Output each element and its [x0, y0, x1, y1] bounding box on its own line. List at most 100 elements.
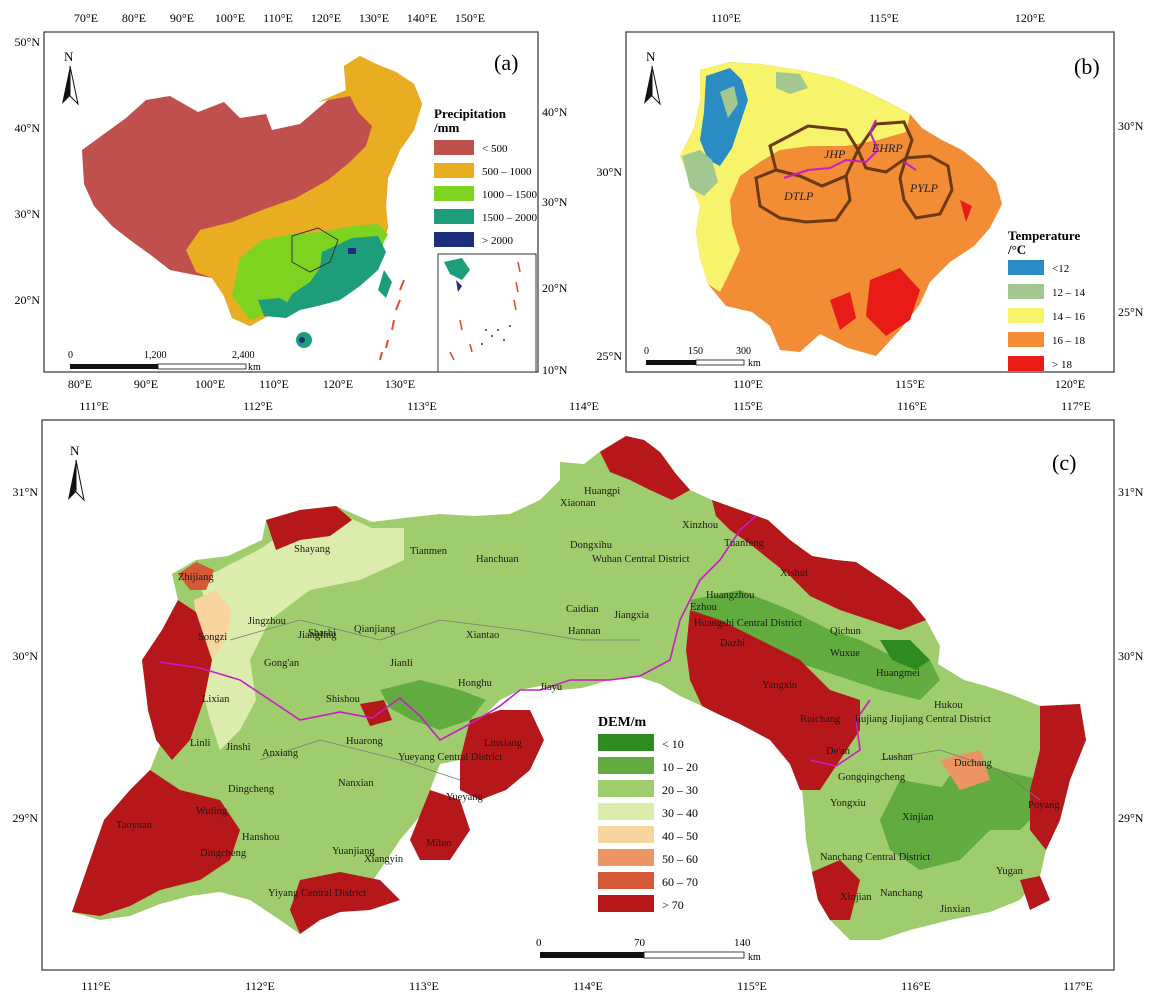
axis-tick-label: 30°N — [13, 649, 39, 663]
axis-tick-label: 30°N — [597, 165, 623, 179]
axis-tick-label: 115°E — [737, 979, 767, 993]
axis-tick-label: 113°E — [409, 979, 439, 993]
temperature-legend-swatch — [1008, 356, 1044, 371]
temperature-legend-label: 16 – 18 — [1052, 335, 1086, 347]
temperature-legend-item: 16 – 18 — [1008, 332, 1086, 347]
dem-legend-item: > 70 — [598, 895, 684, 912]
panel-b-axis-ticks: 110°E 115°E 120°E 110°E 115°E 120°E 30°N 25°N 30… — [597, 11, 1144, 391]
temperature-legend-label: 12 – 14 — [1052, 287, 1086, 299]
place-label: Yugan — [996, 866, 1024, 877]
dem-legend-swatch — [598, 895, 654, 912]
axis-tick-label: 100°E — [195, 377, 225, 391]
svg-text:0: 0 — [536, 937, 542, 949]
place-label: Nanchang Central District — [820, 852, 930, 863]
dem-legend-swatch — [598, 734, 654, 751]
place-label: Jiujiang Jiujiang Central District — [854, 714, 991, 725]
place-label: Yuanjiang — [332, 846, 375, 857]
precipitation-legend: < 500 500 – 1000 1000 – 1500 1500 – 2000 > 2… — [434, 140, 538, 247]
axis-tick-label: 20°N — [15, 293, 41, 307]
dem-legend-label: 30 – 40 — [662, 806, 698, 820]
panel-c-axis-ticks: 111°E 112°E 113°E 114°E 115°E 116°E 117°E 111°E… — [13, 399, 1144, 993]
china-precipitation-map — [82, 56, 422, 361]
temperature-legend-swatch — [1008, 260, 1044, 275]
place-label: Xiantao — [466, 630, 499, 641]
temperature-legend-label: 14 – 16 — [1052, 311, 1086, 323]
dem-legend-swatch — [598, 849, 654, 866]
place-label: Tuanfeng — [724, 538, 765, 549]
axis-tick-label: 116°E — [901, 979, 931, 993]
place-label: Yangxin — [762, 680, 798, 691]
temperature-legend-swatch — [1008, 332, 1044, 347]
dem-legend-item: 20 – 30 — [598, 780, 698, 797]
place-label: Yueyang Central District — [398, 752, 502, 763]
temperature-legend-item: <12 — [1008, 260, 1069, 275]
axis-tick-label: 150°E — [455, 11, 485, 25]
place-label: Gong'an — [264, 658, 300, 669]
panel-a-axis-ticks: 70°E 80°E 90°E 100°E 110°E 120°E 130°E 140°E 150… — [15, 11, 568, 391]
place-label: Lushan — [882, 752, 914, 763]
precipitation-legend-item: > 2000 — [434, 232, 513, 247]
region-label-pylp: PYLP — [909, 181, 939, 195]
temperature-legend-title: Temperature — [1008, 228, 1080, 243]
panel-b-label: (b) — [1074, 54, 1100, 79]
place-label: Yueyang — [446, 792, 483, 803]
temperature-legend-item: > 18 — [1008, 356, 1072, 371]
place-label: Huangmei — [876, 668, 920, 679]
axis-tick-label: 112°E — [243, 399, 273, 413]
temperature-map: JHP EHRP DTLP PYLP — [680, 62, 1002, 356]
place-label: Huangshi Central District — [694, 618, 802, 629]
axis-tick-label: 40°N — [15, 121, 41, 135]
axis-tick-label: 110°E — [711, 11, 741, 25]
precipitation-legend-swatch — [434, 209, 474, 224]
place-label: Dingcheng — [200, 848, 247, 859]
place-label: Jiangling — [298, 630, 337, 641]
panel-c-label: (c) — [1052, 450, 1076, 475]
axis-tick-label: 115°E — [869, 11, 899, 25]
axis-tick-label: 20°N — [542, 281, 568, 295]
svg-text:N: N — [646, 49, 656, 64]
axis-tick-label: 115°E — [733, 399, 763, 413]
axis-tick-label: 120°E — [1055, 377, 1085, 391]
precipitation-legend-swatch — [434, 140, 474, 155]
place-label: Xinjian — [840, 892, 872, 903]
precipitation-legend-swatch — [434, 186, 474, 201]
temperature-legend-swatch — [1008, 284, 1044, 299]
axis-tick-label: 113°E — [407, 399, 437, 413]
place-label: Hukou — [934, 700, 963, 711]
axis-tick-label: 10°N — [542, 363, 568, 377]
precipitation-legend-item: < 500 — [434, 140, 508, 155]
temperature-legend-item: 12 – 14 — [1008, 284, 1086, 299]
dem-legend-label: 50 – 60 — [662, 852, 698, 866]
svg-text:150: 150 — [688, 346, 703, 357]
dem-legend-label: 20 – 30 — [662, 783, 698, 797]
place-label: Dingcheng — [228, 784, 275, 795]
place-label: Linxiang — [484, 738, 523, 749]
place-label: Wuxue — [830, 648, 860, 659]
dem-legend-label: > 70 — [662, 898, 684, 912]
axis-tick-label: 116°E — [897, 399, 927, 413]
axis-tick-label: 30°N — [542, 195, 568, 209]
place-label: Lixian — [202, 694, 230, 705]
axis-tick-label: 25°N — [1118, 305, 1144, 319]
region-label-ehrp: EHRP — [871, 141, 903, 155]
dem-legend-item: 40 – 50 — [598, 826, 698, 843]
precipitation-legend-label: 1500 – 2000 — [482, 212, 538, 224]
axis-tick-label: 50°N — [15, 35, 41, 49]
axis-tick-label: 30°N — [1118, 119, 1144, 133]
precipitation-legend-item: 1500 – 2000 — [434, 209, 538, 224]
place-label: Honghu — [458, 678, 493, 689]
axis-tick-label: 110°E — [259, 377, 289, 391]
axis-tick-label: 25°N — [597, 349, 623, 363]
place-label: Taoyuan — [116, 820, 153, 831]
place-label: Jiayu — [540, 682, 563, 693]
panel-a-label: (a) — [494, 50, 518, 75]
axis-tick-label: 117°E — [1061, 399, 1091, 413]
svg-text:km: km — [248, 362, 261, 373]
svg-text:km: km — [748, 358, 761, 369]
place-label: Ruichang — [800, 714, 841, 725]
dem-legend-item: 60 – 70 — [598, 872, 698, 889]
place-label: Anxiang — [262, 748, 299, 759]
dem-legend-label: 10 – 20 — [662, 760, 698, 774]
svg-text:1,200: 1,200 — [144, 350, 167, 361]
panel-b-scale-bar: 0 150 300 km — [644, 346, 761, 369]
